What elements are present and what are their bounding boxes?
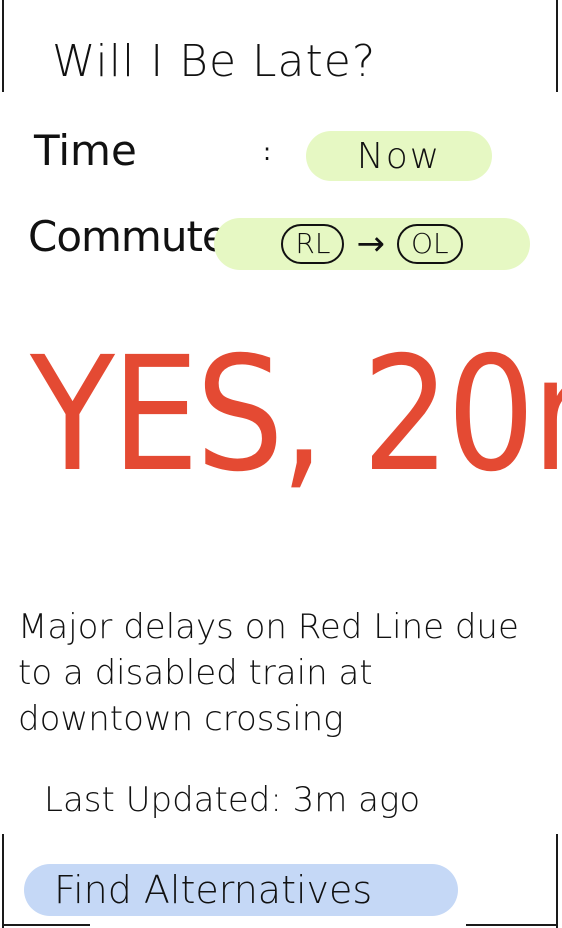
phone-frame-right-bottom bbox=[556, 834, 558, 928]
time-label: Time bbox=[34, 126, 137, 175]
last-updated-status: Last Updated: 3m ago bbox=[44, 780, 421, 820]
commute-label: Commute: bbox=[28, 212, 241, 261]
late-verdict: YES, 20m bbox=[30, 323, 562, 507]
phone-frame-bottom-right bbox=[466, 924, 558, 926]
origin-line-chip[interactable]: RL bbox=[281, 224, 345, 264]
find-alternatives-button[interactable]: Find Alternatives bbox=[24, 864, 458, 916]
page-title: Will I Be Late? bbox=[52, 36, 377, 87]
phone-frame-left-top bbox=[2, 0, 4, 92]
phone-frame-right-top bbox=[556, 0, 558, 92]
phone-frame-bottom-left bbox=[2, 924, 90, 926]
arrow-right-icon: → bbox=[356, 224, 385, 264]
time-separator: : bbox=[263, 138, 272, 166]
phone-frame-left-bottom bbox=[2, 834, 4, 928]
delay-message: Major delays on Red Line due to a disabl… bbox=[18, 607, 519, 739]
time-selector[interactable]: Now bbox=[306, 131, 492, 181]
destination-line-chip[interactable]: OL bbox=[396, 224, 463, 264]
commute-selector[interactable]: RL → OL bbox=[214, 218, 530, 270]
